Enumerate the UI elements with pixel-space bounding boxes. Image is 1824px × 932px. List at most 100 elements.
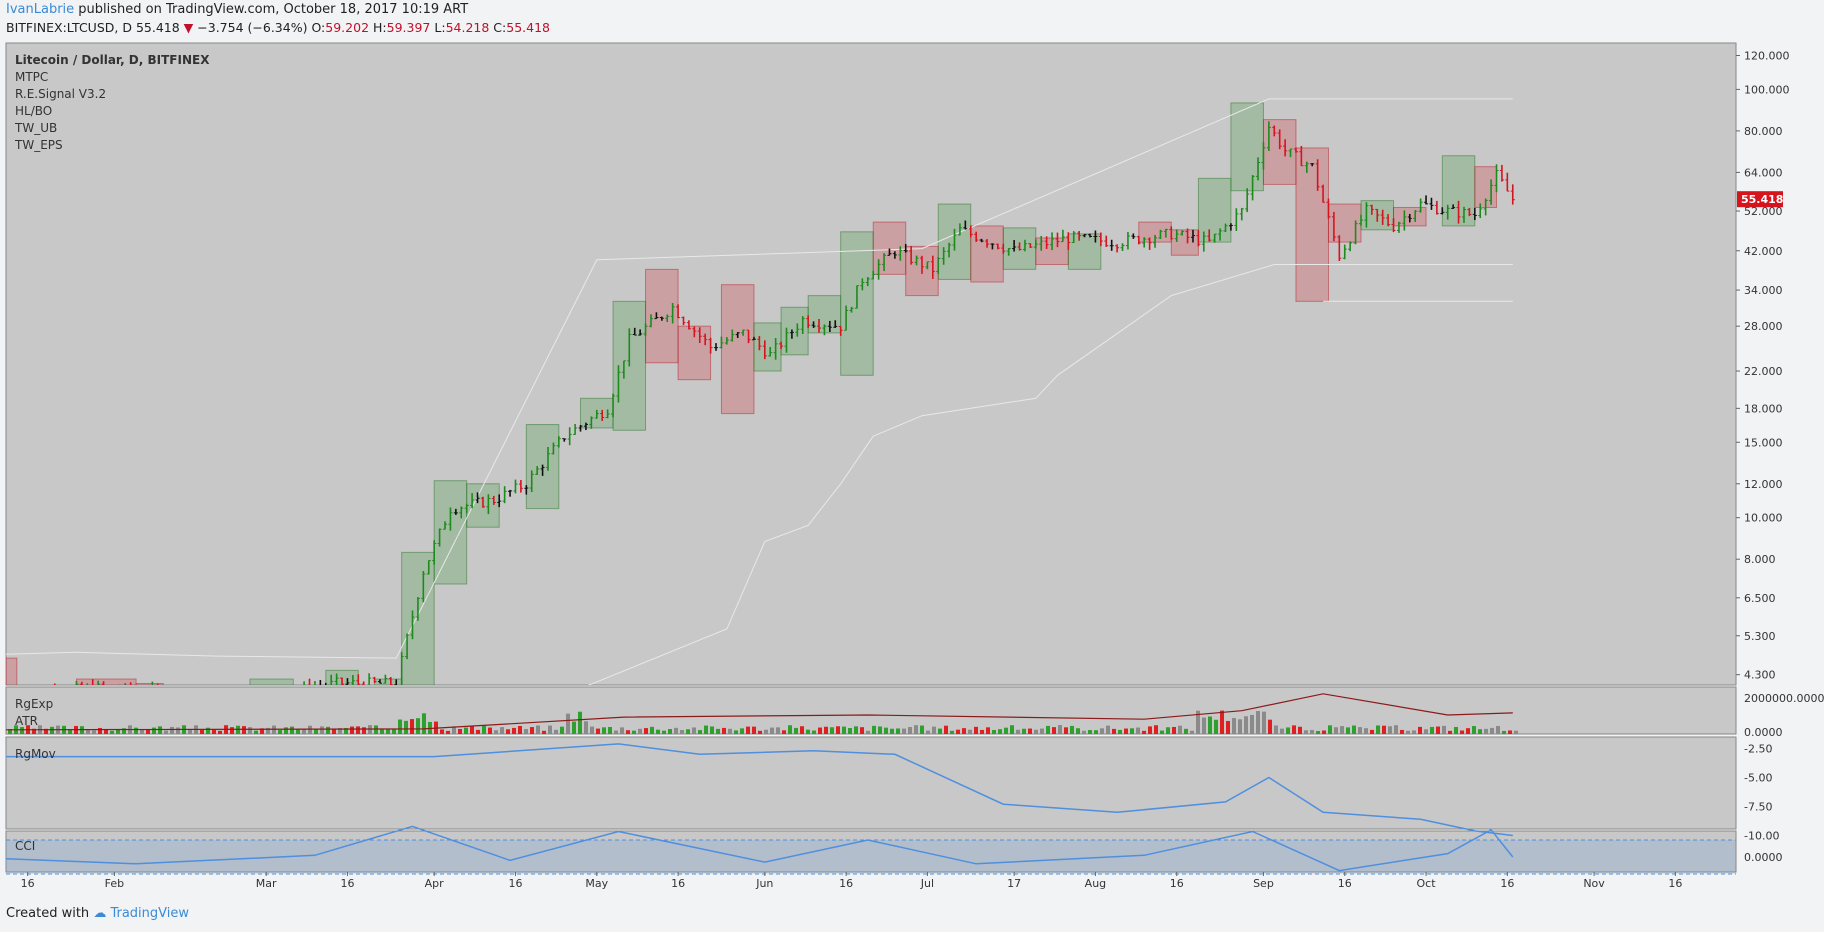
x-tick-label: Apr bbox=[425, 877, 445, 890]
last-price: 55.418 bbox=[135, 20, 180, 35]
volume-bar bbox=[782, 730, 786, 734]
volume-bar bbox=[1412, 730, 1416, 734]
volume-bar bbox=[380, 728, 384, 734]
volume-bar bbox=[764, 729, 768, 734]
signal-box bbox=[780, 306, 809, 356]
volume-bar bbox=[926, 730, 930, 734]
volume-bar bbox=[632, 730, 636, 734]
volume-bar bbox=[290, 726, 294, 734]
low-value: 54.218 bbox=[445, 20, 490, 35]
volume-bar bbox=[1082, 730, 1086, 734]
x-tick-label: Aug bbox=[1085, 877, 1106, 890]
volume-bar bbox=[716, 728, 720, 734]
volume-bar bbox=[1178, 725, 1182, 734]
volume-bar bbox=[86, 729, 90, 734]
volume-bar bbox=[1046, 725, 1050, 734]
author-link[interactable]: IvanLabrie bbox=[6, 2, 75, 17]
y-tick-label: 4.300 bbox=[1744, 669, 1776, 682]
volume-bar bbox=[974, 726, 978, 734]
volume-bar bbox=[146, 729, 150, 734]
volume-bar bbox=[1058, 725, 1062, 734]
volume-bar bbox=[1364, 728, 1368, 734]
x-tick-label: 17 bbox=[1007, 877, 1021, 890]
volume-bar bbox=[1316, 730, 1320, 734]
x-tick-label: Feb bbox=[105, 877, 124, 890]
y-tick-label: 28.000 bbox=[1744, 320, 1783, 333]
volume-bar bbox=[1436, 726, 1440, 734]
y-tick-label: 0.0000 bbox=[1744, 851, 1783, 864]
volume-bar bbox=[1304, 730, 1308, 734]
x-tick-label: 16 bbox=[340, 877, 354, 890]
volume-bar bbox=[710, 726, 714, 734]
volume-bar bbox=[1448, 730, 1452, 734]
volume-bar bbox=[314, 729, 318, 734]
volume-bar bbox=[1454, 726, 1458, 734]
volume-bar bbox=[1076, 728, 1080, 734]
volume-bar bbox=[110, 730, 114, 734]
x-tick-label: 16 bbox=[21, 877, 35, 890]
volume-bar bbox=[878, 726, 882, 734]
volume-bar bbox=[776, 727, 780, 734]
volume-bar bbox=[584, 721, 588, 734]
volume-bar bbox=[752, 726, 756, 734]
volume-bar bbox=[212, 729, 216, 734]
volume-bar bbox=[794, 727, 798, 734]
volume-bar bbox=[392, 729, 396, 734]
volume-bar bbox=[476, 729, 480, 734]
volume-bar bbox=[896, 728, 900, 734]
price-plot-group bbox=[6, 98, 1515, 685]
volume-bar bbox=[818, 727, 822, 734]
volume-bar bbox=[1016, 729, 1020, 734]
volume-bar bbox=[830, 727, 834, 734]
volume-bar bbox=[962, 728, 966, 734]
volume-bar bbox=[590, 726, 594, 734]
volume-bar bbox=[908, 726, 912, 734]
volume-bar bbox=[1418, 726, 1422, 734]
volume-bar bbox=[464, 727, 468, 734]
volume-bar bbox=[542, 730, 546, 734]
volume-bar bbox=[1400, 729, 1404, 734]
volume-bar bbox=[1370, 729, 1374, 734]
volume-bar bbox=[98, 727, 102, 734]
volume-bar bbox=[854, 726, 858, 734]
x-tick-label: Oct bbox=[1417, 877, 1437, 890]
volume-bar bbox=[116, 729, 120, 734]
signal-box bbox=[753, 322, 782, 372]
created-with-text: Created with bbox=[6, 906, 90, 921]
volume-bar bbox=[770, 727, 774, 734]
volume-bar bbox=[176, 727, 180, 734]
volume-bar bbox=[518, 725, 522, 734]
signal-box bbox=[6, 657, 18, 685]
volume-bar bbox=[1136, 727, 1140, 734]
volume-bar bbox=[500, 727, 504, 734]
volume-bar bbox=[758, 730, 762, 734]
volume-bar bbox=[440, 729, 444, 734]
volume-bar bbox=[650, 726, 654, 734]
x-tick-label: 16 bbox=[1170, 877, 1184, 890]
volume-bar bbox=[1406, 730, 1410, 734]
volume-bar bbox=[1142, 730, 1146, 734]
volume-bar bbox=[218, 730, 222, 734]
trailing-stop-line bbox=[587, 264, 1513, 685]
volume-bar bbox=[1106, 725, 1110, 734]
volume-bar bbox=[68, 729, 72, 734]
volume-bar bbox=[1124, 728, 1128, 734]
signal-box bbox=[1170, 229, 1199, 256]
atr-label: ATR bbox=[15, 714, 38, 728]
volume-bar bbox=[1280, 728, 1284, 734]
volume-bar bbox=[560, 726, 564, 734]
rgmov-line bbox=[6, 743, 1513, 837]
x-tick-label: 16 bbox=[1500, 877, 1514, 890]
volume-bar bbox=[848, 728, 852, 734]
volume-bar bbox=[1250, 714, 1254, 734]
volume-bar bbox=[1286, 727, 1290, 734]
volume-bar bbox=[506, 729, 510, 734]
y-tick-label: 18.000 bbox=[1744, 402, 1783, 415]
volume-bar bbox=[902, 728, 906, 734]
volume-bar bbox=[494, 730, 498, 734]
signal-box bbox=[1295, 147, 1329, 302]
y-tick-label: 52.000 bbox=[1744, 205, 1783, 218]
close-value: 55.418 bbox=[506, 20, 550, 35]
tradingview-link[interactable]: TradingView bbox=[110, 906, 189, 921]
